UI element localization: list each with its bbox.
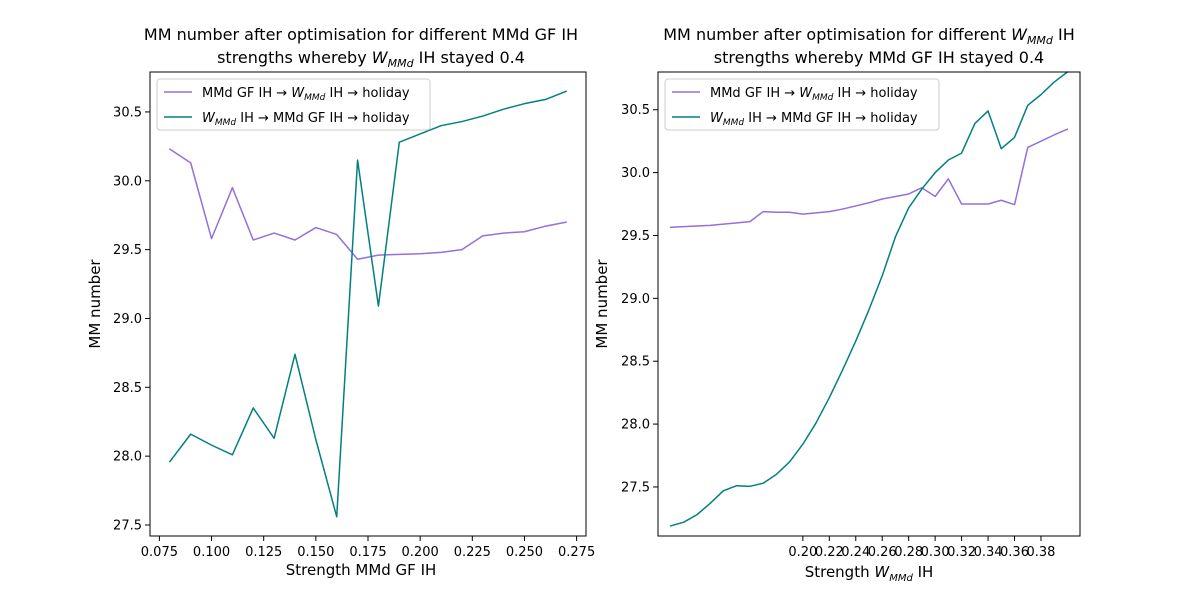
left-legend-label-series2: WMMd IH → MMd GF IH → holiday	[202, 111, 410, 128]
left-legend: MMd GF IH → WMMd IH → holiday WMMd IH → …	[156, 78, 431, 131]
right-x-tick-label: 0.28	[894, 545, 923, 560]
left-x-tick-label: 0.250	[506, 545, 543, 560]
left-axes-frame	[149, 71, 587, 537]
right-x-ticks: 0.200.220.240.260.280.300.320.340.360.38	[788, 536, 1055, 560]
right-y-axis-label: MM number	[593, 259, 611, 349]
left-y-tick-label: 30.5	[113, 105, 142, 120]
left-y-tick-label: 27.5	[113, 518, 142, 533]
left-legend-label-series1: MMd GF IH → WMMd IH → holiday	[202, 86, 410, 103]
left-legend-box	[156, 78, 431, 131]
right-y-tick-label: 30.5	[621, 103, 650, 118]
right-chart-title-line2: strengths whereby MMd GF IH stayed 0.4	[714, 48, 1044, 67]
right-y-ticks: 27.5 28.0 28.5 29.0 29.5 30.0 30.5	[621, 103, 658, 495]
left-y-tick-label: 28.5	[113, 381, 142, 396]
right-legend-label-series2: WMMd IH → MMd GF IH → holiday	[710, 111, 918, 128]
left-y-tick-label: 30.0	[113, 174, 142, 189]
right-y-tick-label: 30.0	[621, 166, 650, 181]
left-x-tick-label: 0.150	[297, 545, 334, 560]
left-chart-title-line1: MM number after optimisation for differe…	[144, 25, 578, 44]
right-x-tick-label: 0.34	[974, 545, 1003, 560]
right-x-axis-label: Strength WMMd IH	[805, 563, 934, 584]
right-x-tick-label: 0.26	[868, 545, 897, 560]
left-x-tick-label: 0.225	[454, 545, 491, 560]
right-legend-box	[664, 78, 940, 131]
right-x-tick-label: 0.36	[1000, 545, 1029, 560]
left-y-tick-label: 28.0	[113, 450, 142, 465]
left-y-tick-label: 29.5	[113, 243, 142, 258]
right-x-tick-label: 0.30	[921, 545, 950, 560]
left-chart-title-line2: strengths whereby WMMd IH stayed 0.4	[217, 48, 525, 70]
right-x-tick-label: 0.20	[788, 545, 817, 560]
right-x-tick-label: 0.22	[815, 545, 844, 560]
right-y-tick-label: 29.0	[621, 292, 650, 307]
right-y-tick-label: 27.5	[621, 480, 650, 495]
left-chart: MM number after optimisation for differe…	[86, 25, 595, 579]
left-series-line-1	[169, 148, 567, 260]
right-chart: MM number after optimisation for differe…	[593, 25, 1081, 584]
left-y-ticks: 27.5 28.0 28.5 29.0 29.5 30.0 30.5	[113, 105, 150, 533]
left-x-tick-label: 0.075	[141, 545, 178, 560]
right-series-lines	[669, 71, 1069, 527]
left-x-axis-label: Strength MMd GF IH	[286, 561, 437, 579]
left-series-line-2	[169, 90, 567, 518]
left-series-lines	[169, 90, 567, 518]
right-legend-label-series1: MMd GF IH → WMMd IH → holiday	[710, 86, 918, 103]
right-series-line-1	[669, 128, 1069, 229]
left-x-tick-label: 0.275	[558, 545, 595, 560]
right-y-tick-label: 29.5	[621, 229, 650, 244]
right-legend: MMd GF IH → WMMd IH → holiday WMMd IH → …	[664, 78, 940, 131]
left-x-tick-label: 0.175	[349, 545, 386, 560]
left-y-axis-label: MM number	[86, 259, 104, 349]
left-x-ticks: 0.075 0.100 0.125 0.150 0.175 0.200 0.225 0.250…	[141, 536, 595, 560]
right-x-tick-label: 0.24	[841, 545, 870, 560]
right-y-tick-label: 28.0	[621, 418, 650, 433]
left-x-tick-label: 0.100	[193, 545, 230, 560]
right-x-tick-label: 0.32	[947, 545, 976, 560]
right-x-tick-label: 0.38	[1026, 545, 1055, 560]
left-y-tick-label: 29.0	[113, 312, 142, 327]
right-chart-title-line1: MM number after optimisation for differe…	[663, 25, 1075, 47]
right-axes-frame	[657, 71, 1081, 537]
right-series-line-2	[669, 71, 1069, 527]
left-x-tick-label: 0.125	[245, 545, 282, 560]
right-y-tick-label: 28.5	[621, 355, 650, 370]
left-x-tick-label: 0.200	[402, 545, 439, 560]
